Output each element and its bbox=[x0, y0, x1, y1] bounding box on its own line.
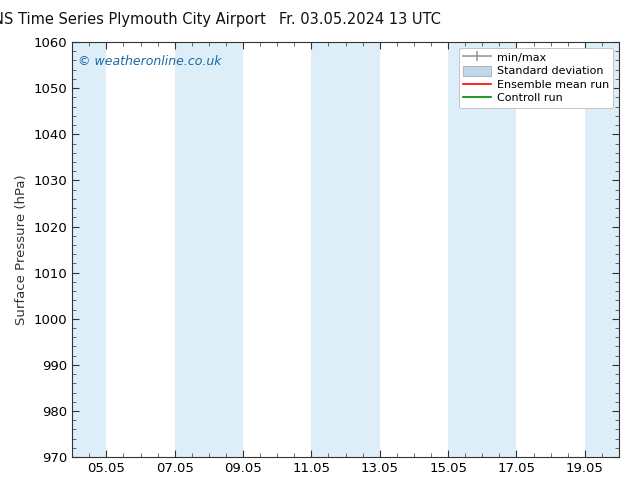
Bar bbox=[175, 42, 243, 457]
Bar bbox=[311, 42, 380, 457]
Legend: min/max, Standard deviation, Ensemble mean run, Controll run: min/max, Standard deviation, Ensemble me… bbox=[459, 48, 614, 108]
Y-axis label: Surface Pressure (hPa): Surface Pressure (hPa) bbox=[15, 174, 28, 325]
Bar bbox=[448, 42, 517, 457]
Text: ENS Time Series Plymouth City Airport: ENS Time Series Plymouth City Airport bbox=[0, 12, 266, 27]
Text: Fr. 03.05.2024 13 UTC: Fr. 03.05.2024 13 UTC bbox=[279, 12, 441, 27]
Bar bbox=[585, 42, 619, 457]
Text: © weatheronline.co.uk: © weatheronline.co.uk bbox=[77, 54, 221, 68]
Bar bbox=[72, 42, 107, 457]
